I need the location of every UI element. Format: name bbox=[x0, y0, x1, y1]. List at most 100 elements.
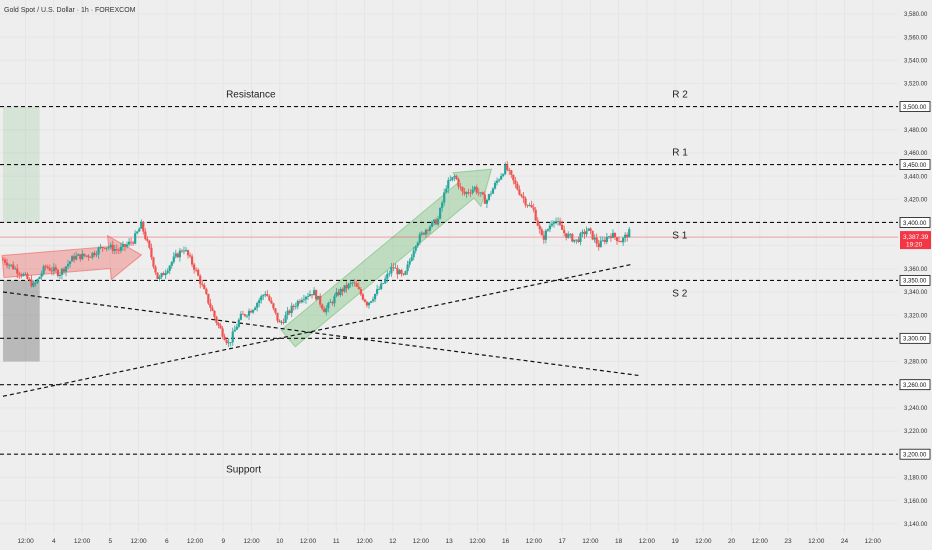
candle bbox=[471, 185, 474, 195]
candle bbox=[323, 306, 326, 313]
y-tick-label: 3,520.00 bbox=[904, 82, 928, 88]
candle-body bbox=[628, 229, 631, 238]
candle bbox=[428, 224, 432, 234]
annotation-s-1[interactable]: S 1 bbox=[672, 231, 687, 242]
candle-body bbox=[599, 240, 602, 248]
candle-body bbox=[144, 231, 147, 240]
candle-body bbox=[556, 221, 560, 222]
candle bbox=[64, 265, 68, 277]
candle-body bbox=[71, 256, 74, 262]
annotation-r-1[interactable]: R 1 bbox=[672, 147, 688, 158]
candle-body bbox=[479, 192, 482, 194]
candle bbox=[190, 253, 194, 268]
annotation-resistance[interactable]: Resistance bbox=[226, 89, 276, 100]
candle bbox=[475, 184, 478, 195]
candle bbox=[282, 318, 285, 325]
candle bbox=[481, 191, 484, 196]
candle-body bbox=[136, 231, 139, 234]
horizontal-levels[interactable] bbox=[0, 106, 898, 455]
candle-body bbox=[489, 193, 493, 195]
candle bbox=[241, 310, 245, 315]
candle-body bbox=[315, 290, 318, 300]
candle bbox=[235, 323, 238, 331]
candle-body bbox=[404, 271, 407, 275]
candle bbox=[154, 264, 157, 275]
candle-body bbox=[341, 288, 344, 292]
candle-body bbox=[351, 282, 354, 284]
candle-body bbox=[34, 282, 37, 284]
candle bbox=[510, 169, 513, 179]
candle-body bbox=[567, 234, 570, 238]
candle bbox=[626, 232, 629, 242]
candle-body bbox=[603, 239, 606, 242]
candle-body bbox=[589, 228, 592, 231]
candle-body bbox=[16, 268, 19, 274]
time-axis[interactable]: 12:00 4 12:00 5 12:00 6 12:00 9 12:00 10 12:00 11 12… bbox=[17, 538, 881, 545]
candle bbox=[184, 246, 188, 253]
candle-body bbox=[331, 302, 334, 304]
candle bbox=[5, 258, 9, 269]
trendline-2[interactable] bbox=[2, 263, 633, 397]
candle-body bbox=[97, 247, 100, 255]
candle-body bbox=[561, 224, 564, 230]
candle bbox=[565, 233, 568, 241]
candle bbox=[119, 242, 123, 254]
candle bbox=[477, 188, 480, 197]
candle bbox=[388, 270, 391, 277]
candle-body bbox=[73, 256, 76, 260]
candle bbox=[24, 271, 27, 276]
candle bbox=[581, 229, 584, 238]
candle bbox=[294, 302, 297, 310]
candle bbox=[506, 161, 509, 172]
candle-body bbox=[512, 174, 515, 181]
candle-body bbox=[254, 307, 257, 310]
candle-body bbox=[367, 302, 371, 306]
candle bbox=[219, 323, 222, 329]
candle bbox=[315, 289, 318, 301]
x-tick-label: 6 bbox=[165, 538, 169, 545]
annotation-support[interactable]: Support bbox=[226, 465, 261, 476]
candle-body bbox=[258, 300, 261, 304]
candle-body bbox=[148, 240, 151, 248]
candle bbox=[597, 239, 600, 251]
candle bbox=[319, 293, 322, 308]
candle-body bbox=[506, 164, 509, 171]
candle-body bbox=[321, 304, 324, 309]
trendlines[interactable] bbox=[2, 263, 639, 397]
candle bbox=[16, 264, 19, 279]
candle-body bbox=[467, 192, 470, 193]
candle bbox=[107, 245, 110, 251]
candle-body bbox=[199, 275, 202, 285]
candle-body bbox=[170, 262, 173, 266]
candle bbox=[225, 338, 228, 346]
candle-body bbox=[563, 229, 566, 234]
y-tick-label: 3,240.00 bbox=[904, 406, 928, 412]
x-tick-label: 9 bbox=[221, 538, 225, 545]
candle bbox=[371, 296, 375, 303]
candle bbox=[286, 306, 289, 320]
candle-body bbox=[294, 306, 297, 308]
candle bbox=[485, 198, 489, 209]
trendline-1[interactable] bbox=[2, 291, 639, 377]
annotation-s-2[interactable]: S 2 bbox=[672, 289, 687, 300]
position-box-gray bbox=[3, 280, 40, 362]
y-tick-label: 3,480.00 bbox=[904, 128, 928, 134]
x-tick-label: 19 bbox=[671, 538, 679, 545]
candle bbox=[569, 233, 572, 239]
candle-body bbox=[235, 326, 238, 330]
annotation-r-2[interactable]: R 2 bbox=[672, 89, 688, 100]
text-annotations[interactable]: Resistance R 2 R 1 S 1 S 2 Support bbox=[226, 89, 688, 475]
level-axis-box-3450 bbox=[899, 159, 931, 170]
candle bbox=[62, 267, 66, 275]
candle-body bbox=[514, 180, 517, 184]
candle-body bbox=[52, 267, 55, 272]
candle bbox=[530, 200, 533, 208]
candle-body bbox=[262, 295, 265, 297]
candle bbox=[213, 310, 216, 320]
candle bbox=[268, 294, 271, 302]
candle bbox=[46, 264, 49, 270]
level-axis-label-3200: 3,200.00 bbox=[903, 453, 927, 459]
candle bbox=[439, 207, 442, 220]
candle bbox=[288, 309, 291, 315]
